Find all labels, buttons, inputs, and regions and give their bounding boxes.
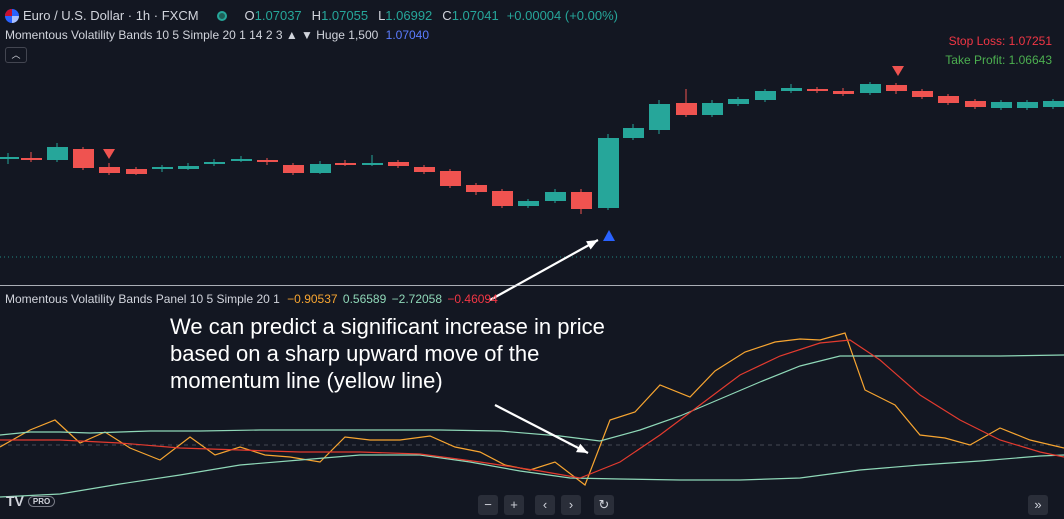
pane-separator[interactable] <box>0 285 1064 286</box>
annotation-arrow-top-head <box>586 240 598 250</box>
candle-body <box>702 103 723 115</box>
annotation-arrow-bottom <box>494 404 589 454</box>
candle-body <box>466 185 487 192</box>
candle-body <box>1043 101 1064 107</box>
panel-value-signal: −0.46094 <box>447 292 498 306</box>
candle-body <box>623 128 644 138</box>
zoom-out-icon[interactable]: − <box>478 495 498 515</box>
annotation-arrow-bottom-head <box>576 443 588 453</box>
candle-body <box>755 91 776 100</box>
annotation-text: We can predict a significant increase in… <box>170 314 605 393</box>
panel-label: Momentous Volatility Bands Panel 10 5 Si… <box>5 292 280 306</box>
tradingview-logo[interactable]: TV PRO <box>6 493 56 509</box>
candle-body <box>126 169 147 174</box>
scroll-left-icon[interactable]: ‹ <box>535 495 555 515</box>
candle-body <box>965 101 986 107</box>
candle-body <box>938 96 959 103</box>
candle-body <box>807 89 828 91</box>
symbol-title[interactable]: Euro / U.S. Dollar · 1h · FXCM <box>23 8 199 23</box>
candle-body <box>204 162 225 164</box>
go-to-realtime-icon[interactable]: » <box>1028 495 1048 515</box>
candle-body <box>728 99 749 104</box>
candle-body <box>99 167 120 173</box>
scroll-right-icon[interactable]: › <box>561 495 581 515</box>
candle-body <box>912 91 933 97</box>
candle-body <box>310 164 331 173</box>
candle-body <box>152 167 173 169</box>
reset-icon[interactable]: ↻ <box>594 495 614 515</box>
candle-body <box>518 201 539 206</box>
candle-body <box>231 159 252 161</box>
panel-value-upper: 0.56589 <box>342 292 387 306</box>
ohlc-low: L1.06992 <box>378 8 433 23</box>
candle-body <box>21 158 42 160</box>
candle-body <box>833 91 854 94</box>
symbol-legend: Euro / U.S. Dollar · 1h · FXCM O1.07037 … <box>5 8 618 23</box>
candle-body <box>73 149 94 168</box>
candle-body <box>649 104 670 130</box>
candle-body <box>178 166 199 169</box>
candle-body <box>860 84 881 93</box>
sell-arrow-icon <box>103 149 115 159</box>
candle-body <box>991 102 1012 108</box>
buy-arrow-icon <box>603 230 615 241</box>
candle-body <box>545 192 566 201</box>
panel-value-lower: −2.72058 <box>391 292 443 306</box>
ohlc-close: C1.07041 <box>442 8 499 23</box>
take-profit-label: Take Profit: 1.06643 <box>945 53 1052 67</box>
sell-arrow-icon <box>892 66 904 76</box>
indicator-label: Momentous Volatility Bands 10 5 Simple 2… <box>5 28 379 42</box>
ohlc-high: H1.07055 <box>311 8 369 23</box>
candle-body <box>781 88 802 91</box>
candle-body <box>440 171 461 186</box>
tv-logo-icon: TV <box>6 493 24 509</box>
pro-badge: PRO <box>27 495 56 507</box>
candle-body <box>676 103 697 115</box>
candle-body <box>598 138 619 208</box>
annotation-arrow-top <box>489 239 599 301</box>
candle-body <box>388 162 409 166</box>
candle-body <box>571 192 592 209</box>
market-status-icon[interactable] <box>216 10 227 21</box>
panel-value-momentum: −0.90537 <box>287 292 338 306</box>
candle-body <box>492 191 513 206</box>
lower-band-line <box>0 454 1064 498</box>
signal-line <box>0 339 1064 479</box>
price-change: +0.00004 (+0.00%) <box>506 8 618 23</box>
candle-body <box>362 163 383 165</box>
candle-body <box>414 167 435 172</box>
candle-body <box>283 165 304 173</box>
upper-band-line <box>0 354 1064 442</box>
candle-body <box>257 160 278 162</box>
candle-body <box>335 163 356 165</box>
chevron-up-icon[interactable]: ︿ <box>5 47 27 63</box>
indicator-value: 1.07040 <box>385 28 430 42</box>
ohlc-open: O1.07037 <box>244 8 302 23</box>
candle-body <box>0 157 19 159</box>
candle-body <box>886 85 907 91</box>
candle-body <box>47 147 68 160</box>
zoom-in-icon[interactable]: + <box>504 495 524 515</box>
candle-body <box>1017 102 1038 108</box>
stop-loss-label: Stop Loss: 1.07251 <box>948 34 1052 48</box>
currency-flag-icon <box>5 8 19 23</box>
indicator-legend[interactable]: Momentous Volatility Bands 10 5 Simple 2… <box>5 28 429 42</box>
panel-legend[interactable]: Momentous Volatility Bands Panel 10 5 Si… <box>5 292 498 306</box>
